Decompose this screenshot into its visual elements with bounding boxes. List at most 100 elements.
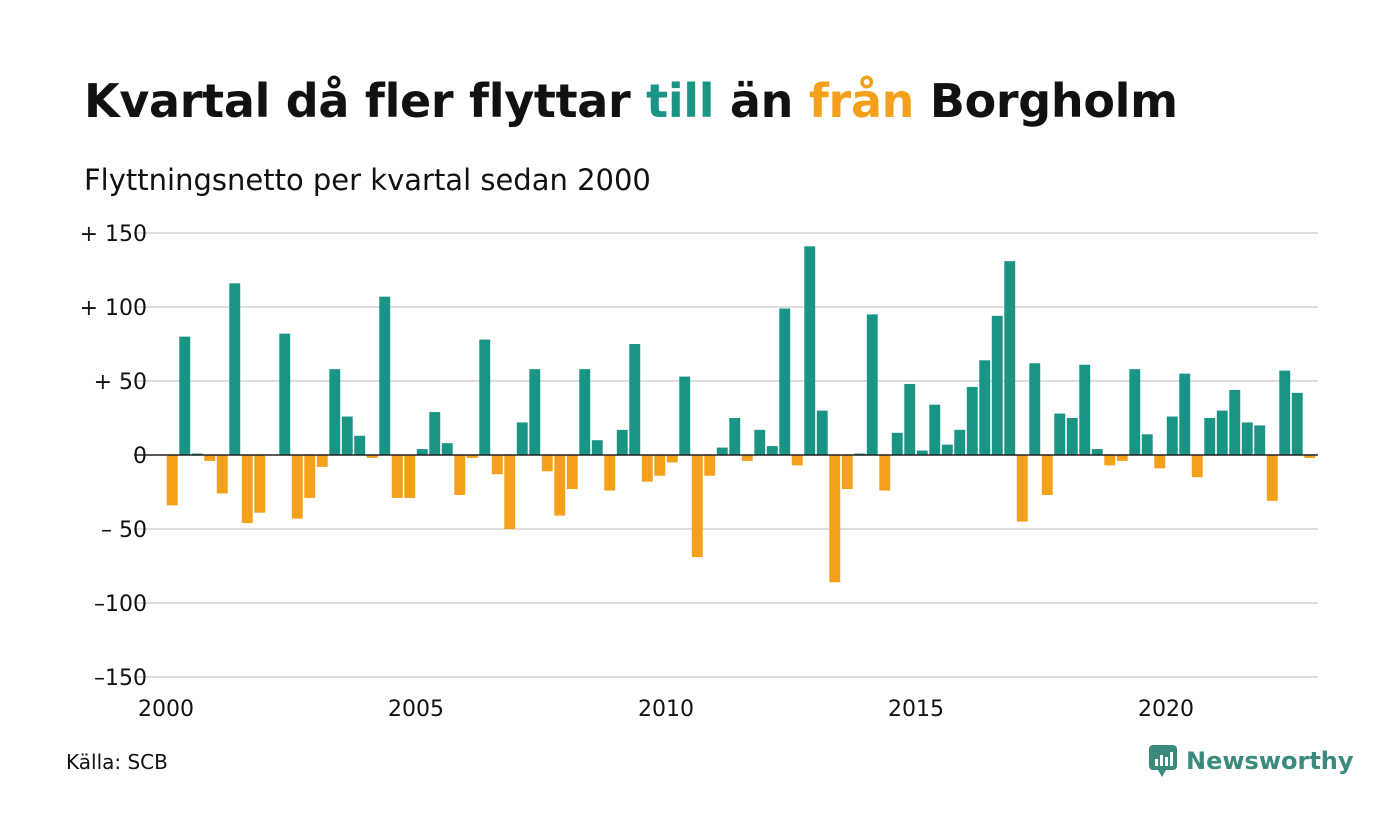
bar [1229, 389, 1241, 455]
bar [741, 455, 753, 461]
bar [716, 447, 728, 455]
bar [979, 360, 991, 455]
bar [779, 308, 791, 455]
bar [441, 443, 453, 455]
bar [679, 376, 691, 455]
x-axis-labels: 2000 2005 2010 2015 2020 [138, 697, 1194, 722]
bar [1079, 364, 1091, 455]
bar [954, 429, 966, 455]
bar [1304, 455, 1316, 458]
bar [704, 455, 716, 476]
bar [1291, 392, 1303, 455]
y-tick-label: + 100 [80, 296, 147, 321]
newsworthy-logo: Newsworthy [1148, 744, 1354, 778]
bar [1154, 455, 1166, 469]
bar [1241, 422, 1253, 455]
bar [1129, 369, 1141, 455]
bar [1191, 455, 1203, 478]
bar [579, 369, 591, 455]
y-tick-label: – 50 [101, 518, 147, 543]
bar [641, 455, 653, 482]
bar [391, 455, 403, 498]
bar [229, 283, 241, 455]
bar [729, 418, 741, 455]
bar [891, 432, 903, 455]
title-fran: från [808, 74, 915, 128]
x-tick-label: 2005 [388, 697, 444, 722]
x-tick-label: 2020 [1138, 697, 1194, 722]
bar [1166, 416, 1178, 455]
chart-title: Kvartal då fler flyttar till än från Bor… [84, 74, 1178, 128]
y-tick-label: + 50 [94, 370, 147, 395]
bar [654, 455, 666, 476]
x-tick-label: 2015 [888, 697, 944, 722]
bar [791, 455, 803, 466]
newsworthy-logo-icon [1149, 745, 1177, 777]
bar [1254, 425, 1266, 455]
bar [629, 344, 641, 455]
bar [829, 455, 841, 583]
bar [991, 315, 1003, 455]
bar [691, 455, 703, 558]
bar [1141, 434, 1153, 455]
bar [554, 455, 566, 516]
bar [166, 455, 178, 506]
bar [1091, 449, 1103, 455]
x-tick-label: 2010 [638, 697, 694, 722]
bar [1016, 455, 1028, 522]
bar [491, 455, 503, 475]
bar [866, 314, 878, 455]
bar-chart: + 150 + 100 + 50 0 – 50 –100 –150 2000 2005 2010… [80, 222, 1318, 722]
x-tick-label: 2000 [138, 697, 194, 722]
bar [591, 440, 603, 455]
bar [1104, 455, 1116, 466]
bar [879, 455, 891, 491]
title-part-2: än [714, 74, 809, 128]
bar [291, 455, 303, 519]
bar [941, 444, 953, 455]
bar [1041, 455, 1053, 495]
bar [541, 455, 553, 472]
chart-subtitle: Flyttningsnetto per kvartal sedan 2000 [84, 163, 651, 197]
bar [516, 422, 528, 455]
bar [466, 455, 478, 458]
bar [1004, 261, 1016, 455]
bar [354, 435, 366, 455]
title-part-3: Borgholm [914, 74, 1178, 128]
bar [316, 455, 328, 467]
bar [366, 455, 378, 458]
bar [904, 383, 916, 455]
bar [254, 455, 266, 513]
bar [341, 416, 353, 455]
newsworthy-brand: Newsworthy [1186, 747, 1354, 775]
bar [1054, 413, 1066, 455]
bar [929, 404, 941, 455]
bar [804, 246, 816, 455]
bar [966, 386, 978, 455]
bar [479, 339, 491, 455]
title-till: till [646, 74, 715, 128]
bar [1179, 373, 1191, 455]
bar [504, 455, 516, 529]
bar [529, 369, 541, 455]
bar [1029, 363, 1041, 455]
bar [1279, 370, 1291, 455]
y-tick-label: –150 [94, 666, 147, 691]
bar [416, 449, 428, 455]
bar [279, 333, 291, 455]
bar [379, 296, 391, 455]
bar [241, 455, 253, 524]
bar [1266, 455, 1278, 501]
bar [1216, 410, 1228, 455]
y-tick-label: 0 [133, 444, 147, 469]
bar [754, 429, 766, 455]
source-label: Källa: SCB [66, 750, 168, 774]
bar [1204, 418, 1216, 455]
bar [841, 455, 853, 490]
bar [666, 455, 678, 463]
bar [404, 455, 416, 498]
bars [166, 246, 1316, 583]
bar [454, 455, 466, 495]
bar [1116, 455, 1128, 461]
bar [1066, 418, 1078, 455]
